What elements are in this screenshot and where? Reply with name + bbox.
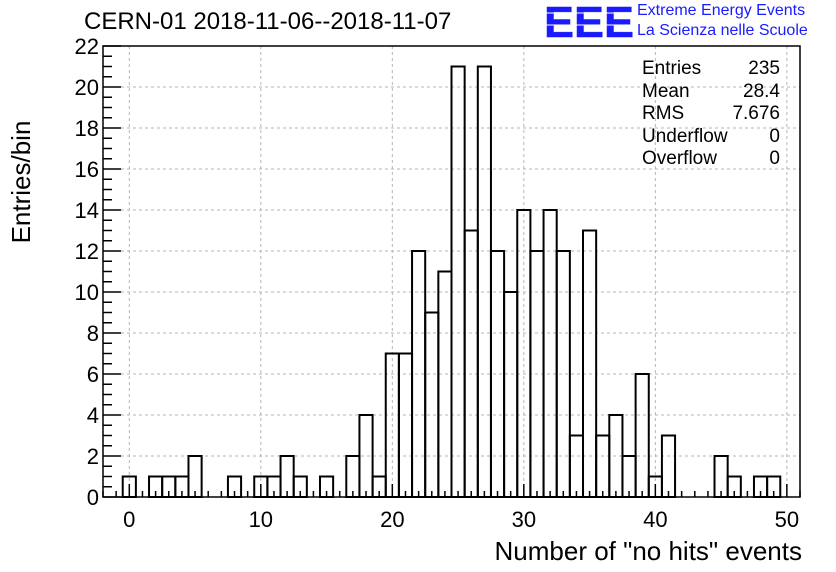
histogram-bar (476, 65, 492, 498)
stats-row-overflow: Overflow 0 (642, 148, 780, 171)
histogram-bar (279, 455, 295, 498)
x-axis-label: Number of "no hits" events (494, 536, 803, 566)
histogram-bar (437, 270, 453, 498)
histogram-bar (450, 65, 466, 498)
histogram-bar (595, 434, 611, 498)
x-tick-label: 10 (249, 507, 273, 532)
axis-tick-labels: 0 10 20 30 40 50 0 2 4 6 8 10 12 14 16 18 20 22 (75, 34, 800, 532)
histogram-bar (660, 434, 677, 498)
stats-value: 7.676 (732, 103, 780, 124)
stats-value: 0 (769, 148, 780, 169)
y-axis-label: Entries/bin (6, 120, 36, 244)
y-tick-label: 14 (75, 198, 99, 223)
stats-label: Underflow (642, 125, 728, 147)
logo-line-1: Extreme Energy Events (637, 2, 806, 19)
chart-title: CERN-01 2018-11-06--2018-11-07 (84, 8, 452, 35)
y-tick-label: 4 (87, 403, 99, 428)
stats-row-rms: RMS 7.676 (642, 103, 780, 126)
x-tick-label: 30 (512, 507, 536, 532)
stats-label: Mean (642, 80, 690, 102)
y-tick-label: 22 (75, 34, 99, 59)
stats-row-underflow: Underflow 0 (642, 126, 780, 149)
stats-label: Overflow (642, 148, 717, 169)
y-tick-label: 12 (75, 239, 99, 264)
stats-label: Entries (642, 58, 702, 79)
histogram-bar (568, 434, 585, 498)
histogram-bar (187, 455, 203, 498)
histogram-bar (397, 352, 414, 498)
histogram-bar (634, 373, 650, 498)
logo-line-2: La Scienza nelle Scuole (637, 22, 808, 39)
x-tick-label: 40 (643, 507, 667, 532)
histogram-bar (424, 311, 440, 498)
y-tick-label: 16 (75, 157, 99, 182)
histogram-bar (463, 229, 479, 498)
x-tick-label: 0 (123, 507, 135, 532)
y-tick-label: 8 (87, 321, 99, 346)
histogram-bar (503, 291, 519, 498)
x-tick-label: 50 (775, 507, 799, 532)
histogram-bar (345, 455, 361, 498)
stats-value: 28.4 (743, 80, 780, 102)
y-tick-label: 20 (75, 75, 99, 100)
svg-text:EEE: EEE (544, 1, 634, 41)
y-tick-label: 0 (87, 485, 99, 510)
axis-ticks (102, 45, 801, 498)
x-tick-label: 20 (380, 507, 404, 532)
stats-row-mean: Mean 28.4 (642, 81, 780, 104)
stats-value: 235 (748, 58, 780, 79)
y-tick-label: 18 (75, 116, 99, 141)
y-tick-label: 10 (75, 280, 99, 305)
histogram-bar (542, 209, 558, 498)
y-tick-label: 6 (87, 362, 99, 387)
histogram-bar (489, 250, 506, 498)
histogram-bar (582, 229, 598, 498)
eee-logo-icon: EEE (543, 1, 635, 41)
stats-value: 0 (769, 125, 780, 147)
y-tick-label: 2 (87, 444, 99, 469)
stats-box: Entries 235 Mean 28.4 RMS 7.676 Underflo… (642, 58, 780, 171)
histogram-bar (621, 455, 637, 498)
histogram-bar (713, 455, 729, 498)
logo-text: Extreme Energy Events La Scienza nelle S… (637, 1, 808, 41)
stats-row-entries: Entries 235 (642, 58, 780, 81)
stats-label: RMS (642, 103, 685, 124)
